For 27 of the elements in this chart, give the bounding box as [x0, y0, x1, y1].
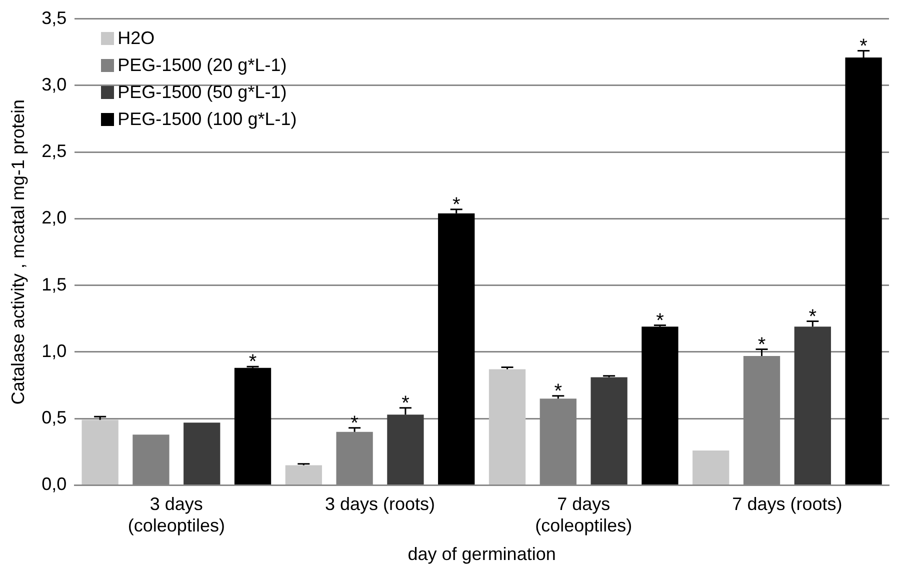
y-tick-label: 1,0 — [42, 340, 67, 361]
legend-label: PEG-1500 (20 g*L-1) — [118, 54, 287, 77]
legend-label: PEG-1500 (50 g*L-1) — [118, 80, 287, 104]
x-axis-title: day of germination — [408, 544, 556, 564]
x-tick-label: 7 days (coleoptiles) — [535, 494, 632, 536]
y-tick-label: 2,0 — [42, 208, 67, 228]
data-label: * — [554, 380, 562, 402]
data-label: * — [758, 334, 766, 356]
data-label: * — [860, 35, 868, 58]
legend-label: PEG-1500 (100 g*L-1) — [118, 108, 297, 131]
y-tick-label: 2,5 — [42, 141, 67, 162]
y-axis-title: Catalase activity , mcatal mg-1 protein — [8, 99, 28, 405]
data-label: * — [452, 194, 460, 216]
y-tick-label: 0,5 — [42, 408, 67, 428]
data-label: * — [248, 351, 257, 374]
legend-label: H2O — [118, 26, 155, 50]
data-label: * — [350, 412, 359, 434]
data-label: * — [808, 306, 817, 328]
x-tick-label: 3 days (roots) — [324, 494, 436, 514]
y-tick-label: 1,5 — [42, 274, 67, 294]
data-label: * — [656, 310, 664, 332]
x-tick-label: 7 days (roots) — [732, 494, 842, 514]
y-tick-label: 0,0 — [42, 474, 67, 494]
x-tick-label: 3 days (coleoptiles) — [128, 494, 225, 536]
y-tick-label: 3,5 — [42, 8, 67, 28]
data-label: * — [402, 392, 410, 414]
y-tick-label: 3,0 — [42, 74, 67, 94]
